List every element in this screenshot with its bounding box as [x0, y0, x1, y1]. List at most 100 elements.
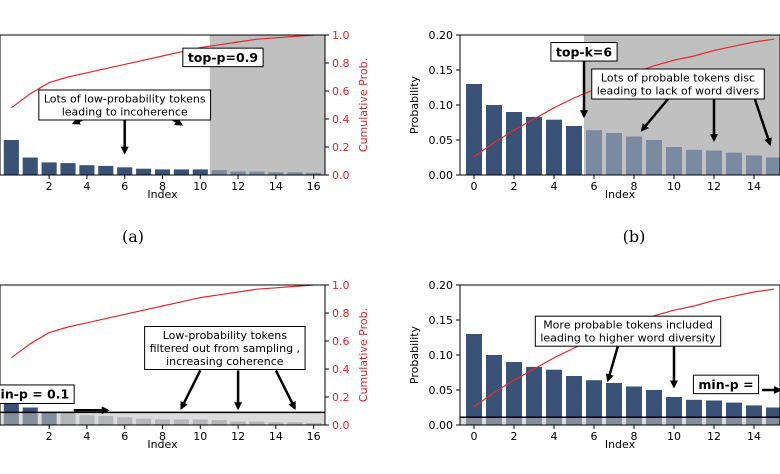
panel-label: (a): [122, 227, 144, 246]
annotation-box: [591, 68, 765, 100]
annotation-box: [0, 384, 75, 404]
y-axis-label: Probability: [408, 75, 421, 134]
annotation-text: More probable tokens included: [543, 319, 713, 332]
cumulative-line: [10, 285, 314, 359]
annotation-text: leading to higher word diversity: [540, 332, 716, 345]
bar-2: [506, 112, 522, 175]
annotation-text: min-p =: [698, 377, 753, 392]
x-tick-label: 14: [747, 180, 761, 193]
bar-3: [526, 366, 542, 425]
x-tick-label: 8: [159, 180, 166, 193]
bar-7: [136, 168, 152, 175]
bar-0: [466, 334, 482, 425]
y2-tick-label: 0.8: [332, 57, 350, 70]
panel-label: (b): [623, 227, 646, 246]
annotation-arrow: [605, 345, 620, 383]
bar-10: [192, 169, 208, 175]
bar-13: [726, 152, 742, 175]
y2-axis-label: Cumulative Prob.: [357, 58, 370, 152]
y2-tick-label: 0.4: [332, 363, 350, 376]
x-tick-label: 12: [231, 180, 245, 193]
x-tick-label: 4: [551, 430, 558, 443]
x-tick-label: 8: [631, 180, 638, 193]
x-tick-label: 0: [471, 430, 478, 443]
annotation-text: Lots of probable tokens disc: [601, 71, 755, 84]
annotation-arrow: [274, 369, 296, 410]
x-tick-label: 2: [46, 180, 53, 193]
y2-tick-label: 0.8: [332, 307, 350, 320]
bar-16: [306, 172, 322, 175]
x-tick-label: 12: [707, 430, 721, 443]
annotation-text: leading to lack of word divers: [597, 84, 760, 97]
y2-tick-label: 0.6: [332, 85, 350, 98]
panel-3: 0 2 4 6 8 10 12 14 Index 0.00 0.05 0.10 0.15 0.20 Prob…: [408, 279, 780, 451]
x-axis-label: Index: [147, 438, 178, 451]
bar-10: [666, 147, 682, 175]
x-axis-label: Index: [605, 438, 636, 451]
annotation-text: min-p = 0.1: [0, 387, 69, 402]
annotation-0: min-p = 0.1: [0, 384, 110, 415]
y-tick-label: 0.00: [429, 169, 454, 182]
y2-axis-label: Cumulative Prob.: [357, 308, 370, 402]
bar-5: [98, 165, 114, 175]
bar-14: [746, 155, 762, 175]
y-tick-label: 0.00: [429, 419, 454, 432]
x-tick-label: 14: [269, 430, 283, 443]
y-axis-label: Probability: [408, 325, 421, 384]
filtered-region-shade: [0, 412, 325, 425]
bar-6: [586, 380, 602, 425]
annotation-text: leading to incoherence: [62, 105, 188, 118]
panel-1: 0 2 4 6 8 10 12 14 Index 0.00 0.05 0.10 0.15 0.20 Prob…: [408, 29, 780, 246]
annotation-text: filtered out from sampling ,: [150, 342, 300, 355]
annotation-arrow: [180, 369, 202, 410]
annotation-box: [144, 326, 306, 370]
x-tick-label: 6: [591, 430, 598, 443]
annotation-box: [182, 47, 264, 68]
y2-tick-label: 1.0: [332, 279, 350, 292]
annotation-arrow: [640, 95, 671, 132]
bar-0: [3, 140, 19, 175]
x-tick-label: 4: [83, 430, 90, 443]
y-tick-label: 0.15: [429, 314, 454, 327]
y2-tick-label: 0.6: [332, 335, 350, 348]
y-tick-label: 0.15: [429, 64, 454, 77]
x-tick-label: 12: [707, 180, 721, 193]
bar-15: [766, 157, 780, 175]
bar-14: [268, 172, 284, 175]
bar-8: [626, 136, 642, 175]
bar-7: [606, 383, 622, 425]
bar-12: [230, 171, 246, 175]
annotation-0: top-p=0.9: [182, 47, 264, 68]
x-tick-label: 16: [307, 180, 321, 193]
annotation-text: increasing coherence: [166, 355, 284, 368]
annotation-box: [534, 315, 722, 347]
bar-3: [526, 116, 542, 175]
x-tick-label: 10: [193, 180, 207, 193]
x-tick-label: 14: [269, 180, 283, 193]
bar-2: [41, 162, 57, 175]
panel-2: 2 4 6 8 10 12 14 16 Index 0.0 0.2 0.4 0.6 0.8 1.0 Cumul…: [0, 279, 370, 451]
bar-2: [506, 362, 522, 425]
bar-0: [466, 84, 482, 175]
y-tick-label: 0.05: [429, 384, 454, 397]
x-tick-label: 14: [747, 430, 761, 443]
panel-0: 2 4 6 8 10 12 14 16 Index 0.0 0.2 0.4 0.6 0.8 1.0 Cumul…: [0, 29, 370, 246]
plot-area: [466, 35, 780, 175]
x-tick-label: 4: [83, 180, 90, 193]
y2-tick-label: 0.2: [332, 391, 350, 404]
bar-8: [154, 169, 171, 175]
x-axis-label: Index: [147, 188, 178, 201]
x-tick-label: 6: [591, 180, 598, 193]
bar-8: [626, 386, 642, 425]
y2-tick-label: 0.4: [332, 113, 350, 126]
bar-12: [706, 150, 722, 175]
y2-tick-label: 0.0: [332, 419, 350, 432]
y-tick-label: 0.20: [429, 29, 454, 42]
x-tick-label: 0: [471, 180, 478, 193]
x-tick-label: 2: [46, 430, 53, 443]
y2-tick-label: 0.0: [332, 169, 350, 182]
bar-6: [117, 167, 133, 175]
y-tick-label: 0.10: [429, 99, 454, 112]
